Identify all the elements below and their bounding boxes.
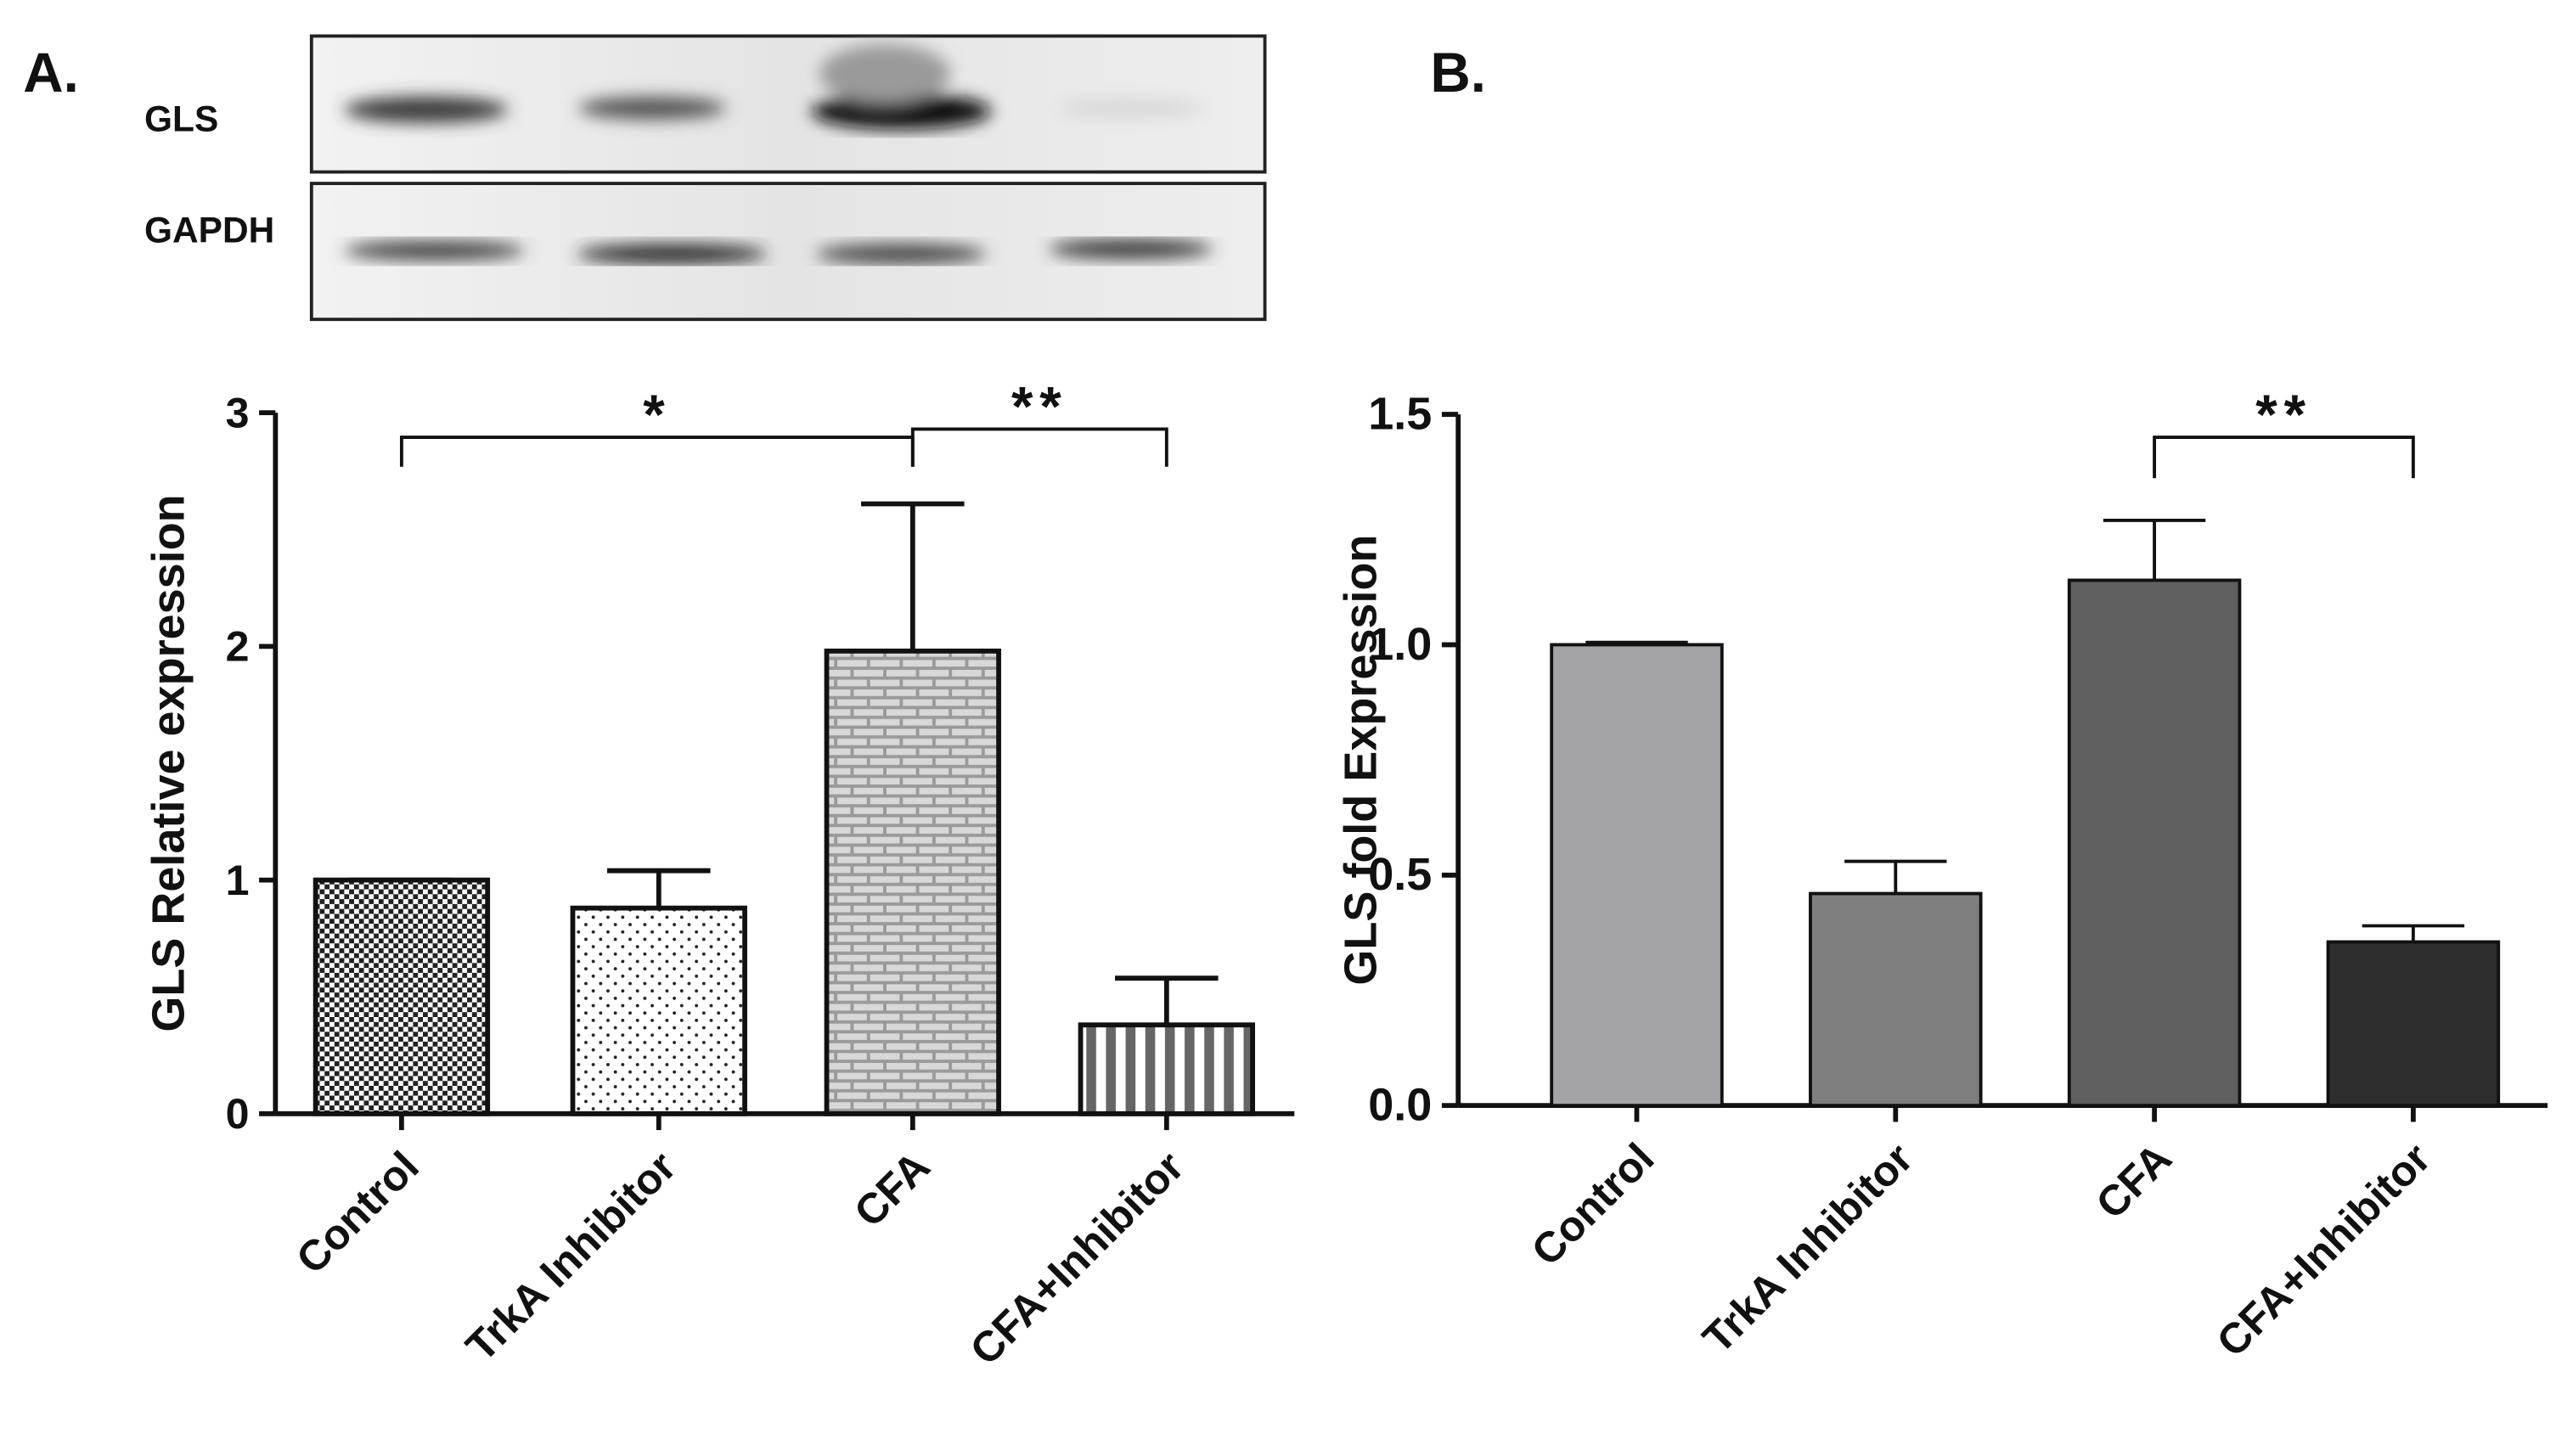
y-tick-label: 0.5: [1368, 849, 1432, 900]
western-blot: GLS GAPDH: [144, 34, 1267, 322]
x-tick-label: Control: [1523, 1134, 1664, 1275]
significance-label: *: [643, 384, 671, 446]
bar: [2067, 578, 2242, 1108]
bar: [1078, 1022, 1255, 1116]
y-axis-label: GLS fold Expression: [1336, 535, 1387, 986]
significance-bracket: [910, 427, 1168, 467]
significance-label: **: [1011, 376, 1067, 438]
panel-label: B.: [1430, 42, 1486, 104]
blot-label: GAPDH: [144, 211, 274, 250]
y-tick-label: 1.0: [1368, 619, 1432, 670]
y-tick-label: 1: [226, 857, 250, 904]
y-axis-label: GLS Relative expression: [143, 494, 194, 1032]
x-tick-label: CFA+Inhibitor: [961, 1143, 1193, 1374]
y-tick-label: 2: [226, 623, 250, 671]
bar: [824, 648, 1001, 1116]
blot-label: GLS: [144, 98, 218, 138]
bar: [570, 905, 747, 1116]
y-tick-label: 0.0: [1368, 1080, 1432, 1131]
x-tick-label: TrkA Inhibitor: [457, 1143, 685, 1371]
bar: [1550, 643, 1724, 1108]
panel-label: A.: [23, 42, 79, 104]
bar: [2326, 940, 2501, 1108]
x-tick-label: CFA+Inhibitor: [2208, 1134, 2440, 1366]
bar: [312, 877, 491, 1116]
significance-label: **: [2255, 384, 2311, 446]
y-tick-label: 0: [226, 1090, 250, 1138]
x-tick-label: CFA: [2087, 1134, 2182, 1228]
y-tick-label: 1.5: [1368, 388, 1432, 439]
x-tick-label: CFA: [845, 1143, 939, 1237]
x-tick-label: TrkA Inhibitor: [1693, 1134, 1922, 1363]
bar: [1809, 891, 1983, 1108]
significance-bracket: [2153, 436, 2415, 479]
y-tick-label: 3: [226, 390, 250, 437]
x-tick-label: Control: [287, 1143, 428, 1284]
